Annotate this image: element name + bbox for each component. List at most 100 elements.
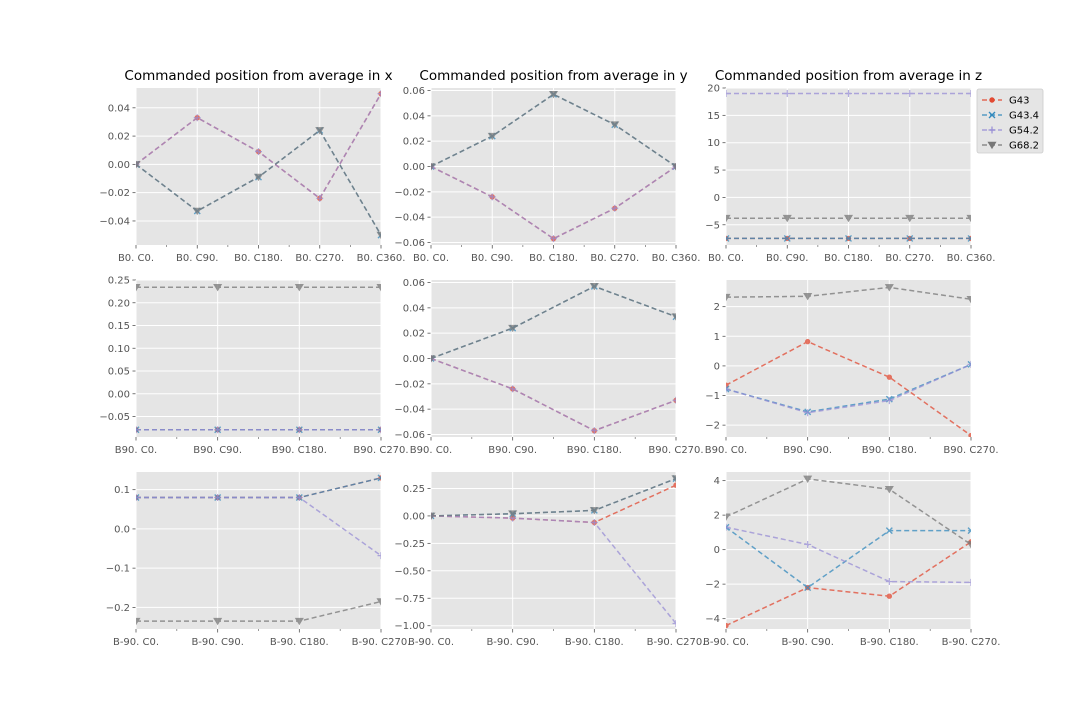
x-tick-label: B-90. C180. xyxy=(860,637,919,648)
series-line xyxy=(726,541,971,627)
data-point-g43-4 xyxy=(377,426,381,434)
data-point-g68-2 xyxy=(843,214,854,223)
y-tick-label: 0 xyxy=(714,545,720,556)
series-line xyxy=(431,357,676,432)
data-point-g68-2 xyxy=(884,485,894,494)
y-tick-label: 0.04 xyxy=(108,103,130,114)
x-tick-label: B90. C270. xyxy=(353,445,408,456)
data-point-g54-2 xyxy=(377,552,381,560)
x-tick-label: B0. C0. xyxy=(413,253,449,264)
y-tick-label: 2 xyxy=(714,302,720,313)
data-point-g54-2 xyxy=(988,126,996,134)
x-tick-label: B0. C360. xyxy=(652,253,701,264)
series-g54-2 xyxy=(136,494,381,560)
x-tick-label: B-90. C0. xyxy=(703,637,749,648)
y-tick-label: −0.06 xyxy=(394,430,425,441)
data-point-g68-2 xyxy=(376,598,381,606)
series-line xyxy=(431,477,676,517)
data-point-g43-4 xyxy=(136,494,140,502)
x-tick-label: B90. C0. xyxy=(115,445,157,456)
series-g68-2 xyxy=(136,283,381,292)
data-point-g68-2 xyxy=(966,214,971,223)
x-tick-label: B0. C0. xyxy=(708,253,744,264)
data-point-g68-2 xyxy=(431,163,436,171)
series-g68-2 xyxy=(726,475,971,549)
x-tick-label: B-90. C90. xyxy=(191,637,243,648)
data-point-g68-2 xyxy=(884,284,894,292)
data-point-g54-2 xyxy=(136,426,140,434)
subplot-9: −4 −2 0 2 4 B-90. C0. B-90. C90. B-90. C180. B-9… xyxy=(703,472,1000,648)
legend-label: G43.4 xyxy=(1009,111,1039,122)
chart-title: Commanded position from average in x xyxy=(124,68,392,84)
data-point-g68-2 xyxy=(136,161,141,169)
y-tick-label: −0.04 xyxy=(99,216,130,227)
data-point-g54-2 xyxy=(136,494,140,502)
x-tick-label: B90. C270. xyxy=(648,445,703,456)
data-point-g54-2 xyxy=(726,89,730,97)
plot-area xyxy=(136,280,381,437)
data-point-g68-2 xyxy=(508,510,518,518)
data-point-g43-4 xyxy=(783,234,791,242)
subplot-1: −0.04 −0.02 0.00 0.02 0.04 B0. C0. B0. C90. B0.… xyxy=(99,68,405,264)
data-point-g43 xyxy=(968,432,971,437)
x-tick-label: B-90. C0. xyxy=(408,637,454,648)
data-point-g54-2 xyxy=(885,397,893,405)
chart-title: Commanded position from average in y xyxy=(419,68,687,84)
legend-entry-g43: G43 xyxy=(982,96,1029,107)
x-tick-label: B0. C270. xyxy=(295,253,344,264)
chart-title: Commanded position from average in z xyxy=(715,68,982,84)
y-tick-label: 0 xyxy=(714,361,720,372)
series-g54-2 xyxy=(726,523,971,586)
legend-label: G68.2 xyxy=(1009,141,1039,152)
data-point-g54-2 xyxy=(672,620,676,628)
y-tick-label: 0.00 xyxy=(403,354,425,365)
y-tick-label: 0.0 xyxy=(114,524,130,535)
y-tick-label: −1.00 xyxy=(394,621,425,632)
x-tick-label: B0. C90. xyxy=(471,253,513,264)
data-point-g68-2 xyxy=(966,541,971,549)
y-tick-label: −0.02 xyxy=(99,188,130,199)
data-point-g54-2 xyxy=(255,148,262,156)
data-point-g68-2 xyxy=(431,355,436,363)
data-point-g43 xyxy=(886,374,893,380)
y-tick-label: 5 xyxy=(714,166,720,177)
series-g54-2 xyxy=(136,426,381,434)
series-g68-2 xyxy=(136,598,381,626)
subplot-8: −1.00 −0.75 −0.50 −0.25 0.00 0.25 B-90. C0. B-9… xyxy=(394,472,705,648)
data-point-g68-2 xyxy=(315,127,325,135)
x-tick-label: B90. C180. xyxy=(862,445,917,456)
data-point-g54-2 xyxy=(967,360,971,368)
data-point-g43-4 xyxy=(726,234,730,242)
y-tick-label: 0.25 xyxy=(108,276,130,287)
data-point-g68-2 xyxy=(487,132,497,141)
data-point-g68-2 xyxy=(726,293,731,302)
x-tick-label: B0. C270. xyxy=(885,253,934,264)
x-tick-label: B0. C90. xyxy=(176,253,218,264)
y-tick-label: 0 xyxy=(714,193,720,204)
data-point-g68-2 xyxy=(548,91,559,99)
y-tick-label: 0.00 xyxy=(108,389,130,400)
data-point-g43 xyxy=(804,338,811,345)
data-point-g54-2 xyxy=(295,494,303,502)
data-point-g68-2 xyxy=(726,513,731,521)
plot-area xyxy=(726,472,971,629)
y-tick-label: 0.15 xyxy=(108,321,130,332)
y-tick-label: 0.00 xyxy=(108,160,130,171)
x-tick-label: B0. C180. xyxy=(824,253,873,264)
y-tick-label: −4 xyxy=(705,614,720,625)
x-tick-label: B0. C90. xyxy=(766,253,808,264)
data-point-g43 xyxy=(673,482,676,488)
data-point-g54-2 xyxy=(316,194,324,202)
y-tick-label: −0.25 xyxy=(394,539,425,550)
y-tick-label: −0.06 xyxy=(394,238,425,249)
series-g68-2 xyxy=(431,283,676,363)
data-point-g54-2 xyxy=(845,89,852,97)
data-point-g68-2 xyxy=(589,507,599,515)
data-point-g43-4 xyxy=(988,111,996,119)
x-tick-label: B90. C90. xyxy=(193,445,242,456)
data-point-g43-4 xyxy=(906,234,914,242)
data-point-g68-2 xyxy=(213,283,223,292)
y-tick-label: 20 xyxy=(707,84,720,95)
data-point-g54-2 xyxy=(590,427,598,435)
y-tick-label: −0.05 xyxy=(99,412,130,423)
